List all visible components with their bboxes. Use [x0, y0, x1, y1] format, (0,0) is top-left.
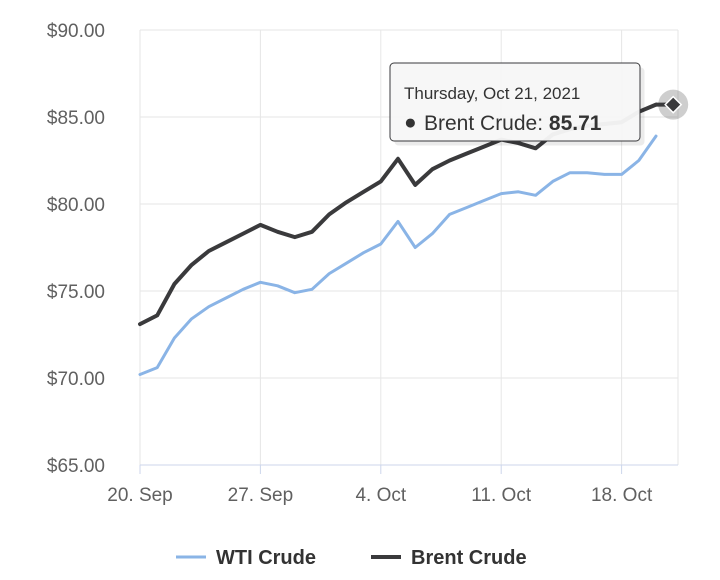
- highlight-point-marker[interactable]: [664, 95, 683, 114]
- y-tick-label: $85.00: [47, 108, 105, 129]
- y-tick-label: $90.00: [47, 21, 105, 42]
- tooltip-date: Thursday, Oct 21, 2021: [404, 84, 580, 103]
- series-line-wti-crude[interactable]: [138, 134, 658, 376]
- x-tick-label: 27. Sep: [228, 485, 294, 506]
- x-tick-label: 20. Sep: [107, 485, 173, 506]
- tooltip-series-label: Brent Crude:: [424, 112, 549, 135]
- y-tick-label: $65.00: [47, 456, 105, 477]
- y-tick-label: $80.00: [47, 195, 105, 216]
- y-axis: $65.00 $70.00 $75.00 $80.00 $85.00 $90.00: [47, 21, 105, 477]
- x-tick-label: 11. Oct: [471, 485, 532, 506]
- tooltip-box: [389, 62, 641, 142]
- legend-item-brent-crude[interactable]: Brent Crude: [371, 547, 527, 569]
- tooltip-value: 85.71: [549, 112, 602, 135]
- x-tick-label: 18. Oct: [591, 485, 653, 506]
- legend-label: Brent Crude: [411, 547, 527, 569]
- tooltip-bullet: ●: [404, 111, 417, 134]
- legend-item-wti-crude[interactable]: WTI Crude: [176, 547, 316, 569]
- legend-label: WTI Crude: [216, 547, 316, 569]
- y-tick-label: $70.00: [47, 369, 105, 390]
- tooltip: Thursday, Oct 21, 2021 ● Brent Crude: 85.7…: [389, 62, 645, 146]
- chart-legend: WTI Crude Brent Crude: [176, 547, 527, 569]
- tooltip-series-line: Brent Crude: 85.71: [424, 112, 602, 135]
- x-tick-label: 4. Oct: [355, 485, 406, 506]
- x-axis: 20. Sep 27. Sep 4. Oct 11. Oct 18. Oct: [107, 464, 678, 506]
- y-tick-label: $75.00: [47, 282, 105, 303]
